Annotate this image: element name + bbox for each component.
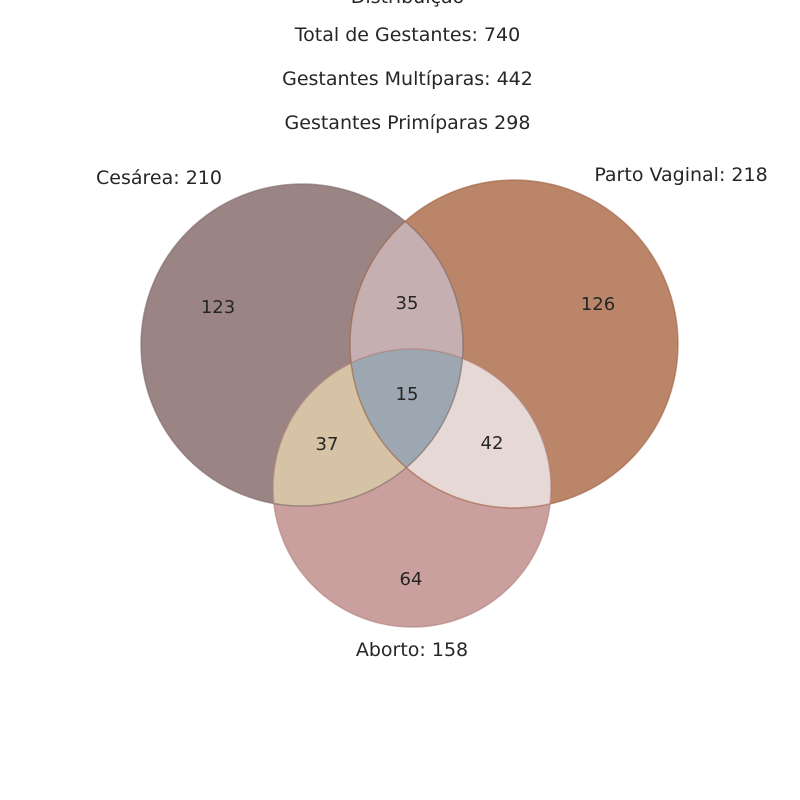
count-cesarea-only: 123 [201, 297, 235, 318]
count-vaginal-only: 126 [581, 294, 615, 315]
primiparas-text: Gestantes Primíparas 298 [284, 112, 531, 134]
total-gestantes-text: Total de Gestantes: 740 [294, 24, 521, 46]
count-cesarea-vaginal: 35 [396, 293, 419, 314]
chart-title: Distribuição [0, 0, 800, 8]
count-vaginal-aborto: 42 [481, 433, 504, 454]
count-aborto-only: 64 [400, 569, 423, 590]
outline-cesarea [140, 183, 464, 507]
outline-parto-vaginal [349, 179, 679, 509]
set-label-parto-vaginal: Parto Vaginal: 218 [594, 164, 767, 186]
count-all-three: 15 [396, 384, 419, 405]
count-cesarea-aborto: 37 [316, 434, 339, 455]
set-label-cesarea: Cesárea: 210 [96, 167, 222, 189]
outline-aborto [272, 348, 552, 628]
set-label-aborto: Aborto: 158 [356, 639, 468, 661]
multiparas-text: Gestantes Multíparas: 442 [282, 68, 533, 90]
